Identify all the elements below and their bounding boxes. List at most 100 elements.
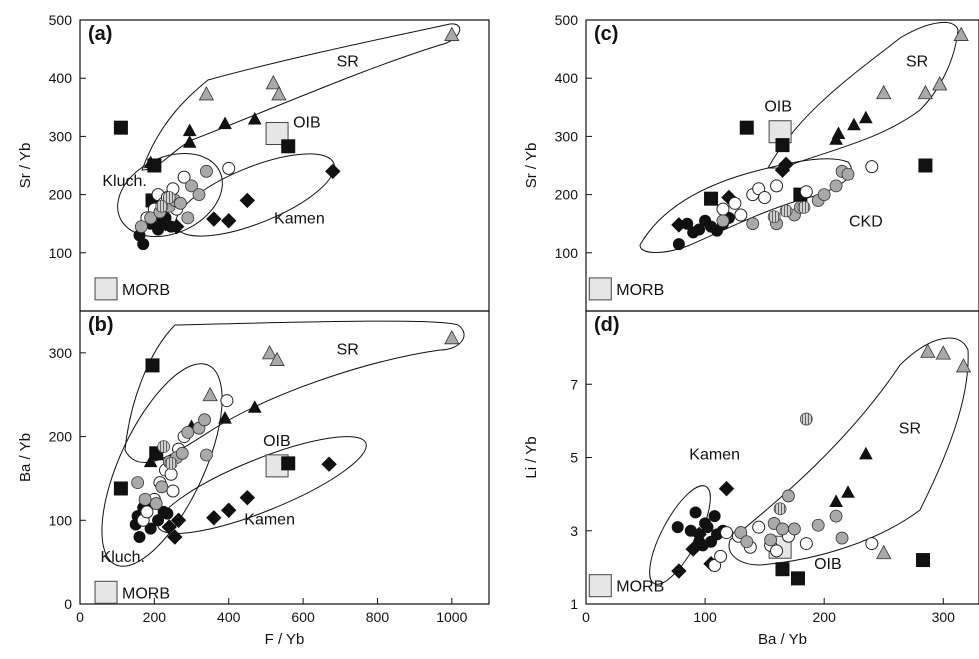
data-point-filled-square bbox=[704, 191, 719, 206]
data-point-filled-triangle bbox=[247, 111, 262, 125]
data-point-filled-circle bbox=[701, 521, 714, 534]
data-point-filled-square bbox=[916, 553, 931, 568]
data-point-open-circle bbox=[799, 185, 813, 199]
field-kamen-a bbox=[174, 153, 336, 237]
data-point-gray-circle bbox=[175, 446, 189, 460]
data-point-open-circle bbox=[720, 526, 734, 540]
reference-oib bbox=[265, 121, 289, 145]
data-point-filled-triangle bbox=[143, 454, 158, 468]
field-sr-a bbox=[141, 23, 461, 171]
chart-panel-1: (b) 0 100 200 300 0 200 400 600 800 1000 Ba / Yb F /… bbox=[17, 310, 490, 648]
data-point-gray-circle bbox=[192, 188, 206, 202]
field-kamen-b bbox=[157, 436, 367, 534]
data-point-filled-diamond bbox=[161, 519, 177, 535]
y-tick-label: 100 bbox=[49, 245, 73, 261]
y-axis-label: Sr / Yb bbox=[17, 143, 34, 189]
y-axis-label: Ba / Yb bbox=[17, 433, 34, 482]
data-point-filled-square bbox=[281, 456, 296, 471]
data-point-filled-circle bbox=[681, 217, 694, 230]
data-point-filled-triangle bbox=[829, 494, 843, 507]
data-point-gray-circle bbox=[817, 188, 831, 202]
field-sr-c bbox=[767, 21, 959, 169]
data-point-gray-triangle bbox=[444, 329, 460, 345]
data-point-filled-square bbox=[145, 358, 160, 373]
data-point-filled-square bbox=[113, 120, 128, 135]
x-tick-label: 200 bbox=[143, 609, 167, 625]
x-tick-label: 300 bbox=[932, 609, 956, 625]
data-point-hatched-circle bbox=[767, 210, 781, 224]
data-point-gray-circle bbox=[740, 535, 754, 549]
data-point-filled-triangle bbox=[182, 135, 197, 148]
data-point-gray-circle bbox=[200, 448, 213, 462]
data-point-open-circle bbox=[752, 520, 766, 534]
data-point-gray-circle bbox=[835, 531, 849, 545]
y-tick-label: 0 bbox=[64, 596, 72, 612]
data-point-filled-circle bbox=[144, 522, 157, 535]
data-point-filled-triangle bbox=[218, 116, 232, 130]
data-point-filled-square bbox=[918, 158, 933, 173]
chart-panel-2: (c) 100 200 300 400 500 Sr / Yb OIB MORB SR CKD bbox=[523, 12, 979, 312]
y-tick-label: 400 bbox=[49, 70, 73, 86]
y-tick-label: 100 bbox=[49, 512, 73, 528]
data-point-gray-triangle bbox=[955, 358, 972, 373]
data-point-open-circle bbox=[770, 544, 784, 558]
data-point-gray-triangle bbox=[953, 26, 969, 41]
x-tick-label: 600 bbox=[291, 609, 315, 625]
data-point-gray-circle bbox=[782, 489, 795, 503]
data-point-filled-square bbox=[281, 139, 296, 154]
data-point-gray-triangle bbox=[198, 86, 215, 101]
reference-label: OIB bbox=[814, 556, 842, 573]
data-point-filled-circle bbox=[133, 531, 146, 544]
reference-morb bbox=[94, 277, 118, 301]
data-point-gray-circle bbox=[734, 526, 748, 539]
data-point-filled-triangle bbox=[831, 126, 846, 139]
reference-label: OIB bbox=[263, 433, 291, 450]
x-tick-label: 800 bbox=[366, 609, 390, 625]
y-tick-label: 200 bbox=[49, 187, 73, 203]
data-point-filled-circle bbox=[671, 521, 684, 534]
data-point-gray-circle bbox=[144, 211, 158, 225]
y-tick-label: 300 bbox=[49, 128, 73, 144]
data-point-filled-diamond bbox=[221, 502, 237, 518]
data-point-filled-circle bbox=[684, 524, 697, 537]
x-tick-label: 400 bbox=[217, 609, 241, 625]
data-point-gray-circle bbox=[746, 217, 760, 231]
reference-label: MORB bbox=[122, 585, 170, 602]
data-point-filled-diamond bbox=[221, 213, 237, 229]
data-point-gray-circle bbox=[181, 425, 195, 439]
data-point-gray-circle bbox=[764, 533, 777, 547]
data-point-open-circle bbox=[799, 537, 813, 551]
data-point-gray-circle bbox=[149, 497, 163, 510]
data-point-filled-diamond bbox=[167, 529, 183, 545]
plot-frame bbox=[79, 19, 490, 312]
field-label: Kluch. bbox=[101, 549, 145, 566]
field-label: Kluch. bbox=[102, 173, 146, 190]
data-point-gray-circle bbox=[716, 214, 730, 228]
data-point-gray-circle bbox=[181, 211, 195, 225]
data-point-gray-triangle bbox=[932, 76, 948, 91]
y-tick-label: 200 bbox=[555, 187, 579, 203]
data-point-filled-diamond bbox=[778, 156, 794, 173]
y-tick-label: 500 bbox=[555, 12, 579, 28]
data-point-filled-circle bbox=[708, 510, 721, 523]
data-point-filled-diamond bbox=[239, 489, 256, 506]
data-point-open-circle bbox=[222, 161, 236, 175]
y-tick-label: 1 bbox=[570, 596, 578, 612]
data-point-gray-circle bbox=[155, 480, 169, 494]
reference-label: OIB bbox=[764, 99, 792, 116]
data-point-filled-circle bbox=[165, 220, 178, 233]
data-point-filled-diamond bbox=[325, 163, 341, 180]
data-point-filled-circle bbox=[152, 514, 165, 527]
data-point-gray-triangle bbox=[265, 75, 282, 90]
field-outlines bbox=[101, 21, 969, 585]
y-tick-label: 3 bbox=[570, 523, 578, 539]
x-tick-label: 0 bbox=[582, 609, 590, 625]
data-point-gray-triangle bbox=[444, 26, 460, 41]
data-point-filled-diamond bbox=[170, 512, 187, 528]
data-point-hatched-circle bbox=[799, 412, 813, 426]
x-axis-label: Ba / Yb bbox=[758, 631, 807, 648]
data-point-open-circle bbox=[714, 549, 728, 563]
data-point-gray-triangle bbox=[271, 86, 287, 101]
data-point-open-circle bbox=[716, 202, 730, 216]
x-tick-label: 0 bbox=[76, 609, 84, 625]
